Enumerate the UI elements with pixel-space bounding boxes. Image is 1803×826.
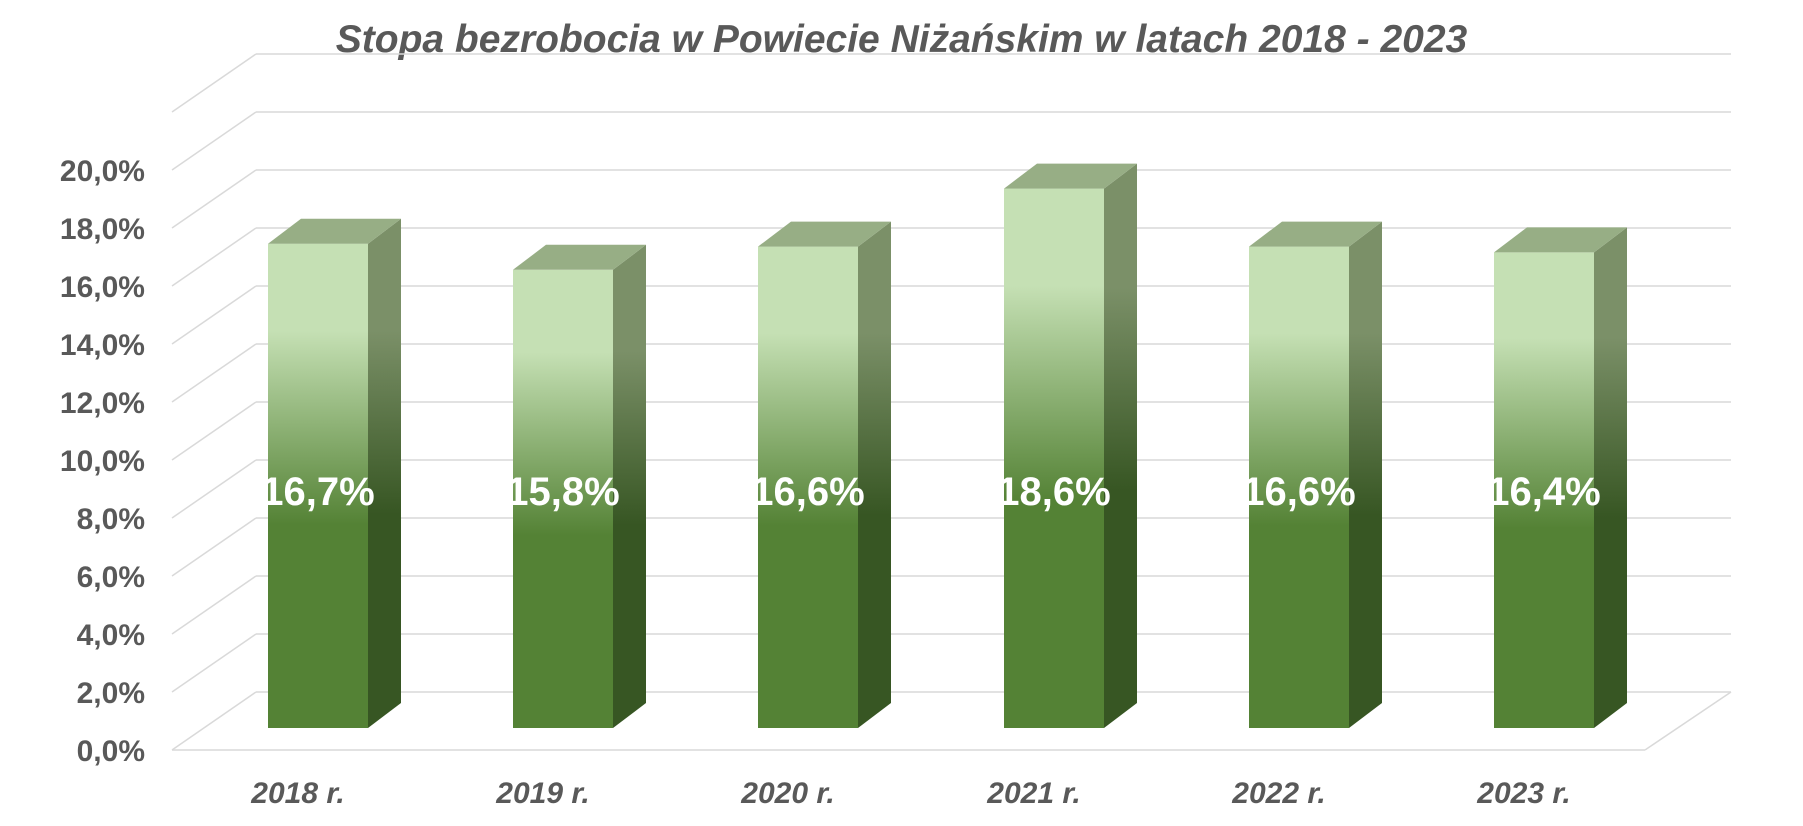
bar-top — [1004, 163, 1137, 189]
bar-0 — [268, 218, 401, 728]
bar-side — [858, 221, 891, 728]
y-tick-label: 20,0% — [60, 155, 145, 188]
y-tick-label: 16,0% — [60, 271, 145, 304]
bar-front — [1004, 188, 1104, 729]
bar-side — [1104, 163, 1137, 729]
gridline-side — [171, 285, 257, 345]
bar-front — [513, 269, 613, 728]
gridline-side — [171, 53, 257, 113]
bar-5 — [1494, 227, 1627, 728]
bar-front — [758, 246, 858, 728]
y-tick-label: 8,0% — [77, 503, 145, 536]
gridline-side — [171, 691, 257, 751]
bar-top — [513, 244, 646, 270]
gridline-side — [171, 343, 257, 403]
gridlines — [171, 53, 1732, 751]
bar-side — [368, 218, 401, 728]
bar-side — [1349, 221, 1382, 728]
gridline-side — [171, 111, 257, 171]
x-axis-ticks: 2018 r. 2019 r. 2020 r. 2021 r. 2022 r. 2023 … — [250, 777, 1570, 810]
bar-top — [1249, 221, 1382, 247]
data-label: 15,8% — [506, 470, 619, 514]
y-tick-label: 2,0% — [77, 677, 145, 710]
y-tick-label: 12,0% — [60, 387, 145, 420]
x-tick-label: 2019 r. — [495, 777, 589, 810]
bar-4 — [1249, 221, 1382, 728]
y-tick-label: 18,0% — [60, 213, 145, 246]
bar-front — [1249, 246, 1349, 728]
y-tick-label: 4,0% — [77, 619, 145, 652]
data-label: 16,6% — [1242, 470, 1355, 514]
x-tick-label: 2020 r. — [740, 777, 834, 810]
gridline-side — [171, 169, 257, 229]
y-tick-label: 10,0% — [60, 445, 145, 478]
gridline-side — [171, 401, 257, 461]
data-label: 16,6% — [751, 470, 864, 514]
bar-1 — [513, 244, 646, 729]
gridline-side — [171, 459, 257, 519]
floor-right-edge — [1644, 691, 1732, 751]
x-tick-label: 2023 r. — [1476, 777, 1570, 810]
x-tick-label: 2022 r. — [1231, 777, 1325, 810]
bar-top — [758, 221, 891, 247]
bar-top — [268, 218, 401, 244]
gridline-side — [171, 517, 257, 577]
bar-2 — [758, 221, 891, 728]
data-label: 16,7% — [261, 470, 374, 514]
bar-top — [1494, 227, 1627, 253]
bar-side — [613, 244, 646, 729]
bar-front — [268, 243, 368, 728]
gridline-side — [171, 633, 257, 693]
y-axis-ticks: 0,0% 2,0% 4,0% 6,0% 8,0% 10,0% 12,0% 14,0% 16,0%… — [60, 155, 145, 768]
x-tick-label: 2018 r. — [250, 777, 344, 810]
data-label: 18,6% — [997, 470, 1110, 514]
x-tick-label: 2021 r. — [986, 777, 1080, 810]
bars — [268, 163, 1627, 729]
y-tick-label: 0,0% — [77, 735, 145, 768]
bar-side — [1594, 227, 1627, 728]
data-label: 16,4% — [1487, 470, 1600, 514]
data-labels: 16,7% 15,8% 16,6% 18,6% 16,6% 16,4% — [261, 470, 1600, 514]
bar-3 — [1004, 163, 1137, 729]
gridline-side — [171, 575, 257, 635]
y-tick-label: 14,0% — [60, 329, 145, 362]
bar-front — [1494, 252, 1594, 728]
gridline-side — [171, 227, 257, 287]
y-tick-label: 6,0% — [77, 561, 145, 594]
